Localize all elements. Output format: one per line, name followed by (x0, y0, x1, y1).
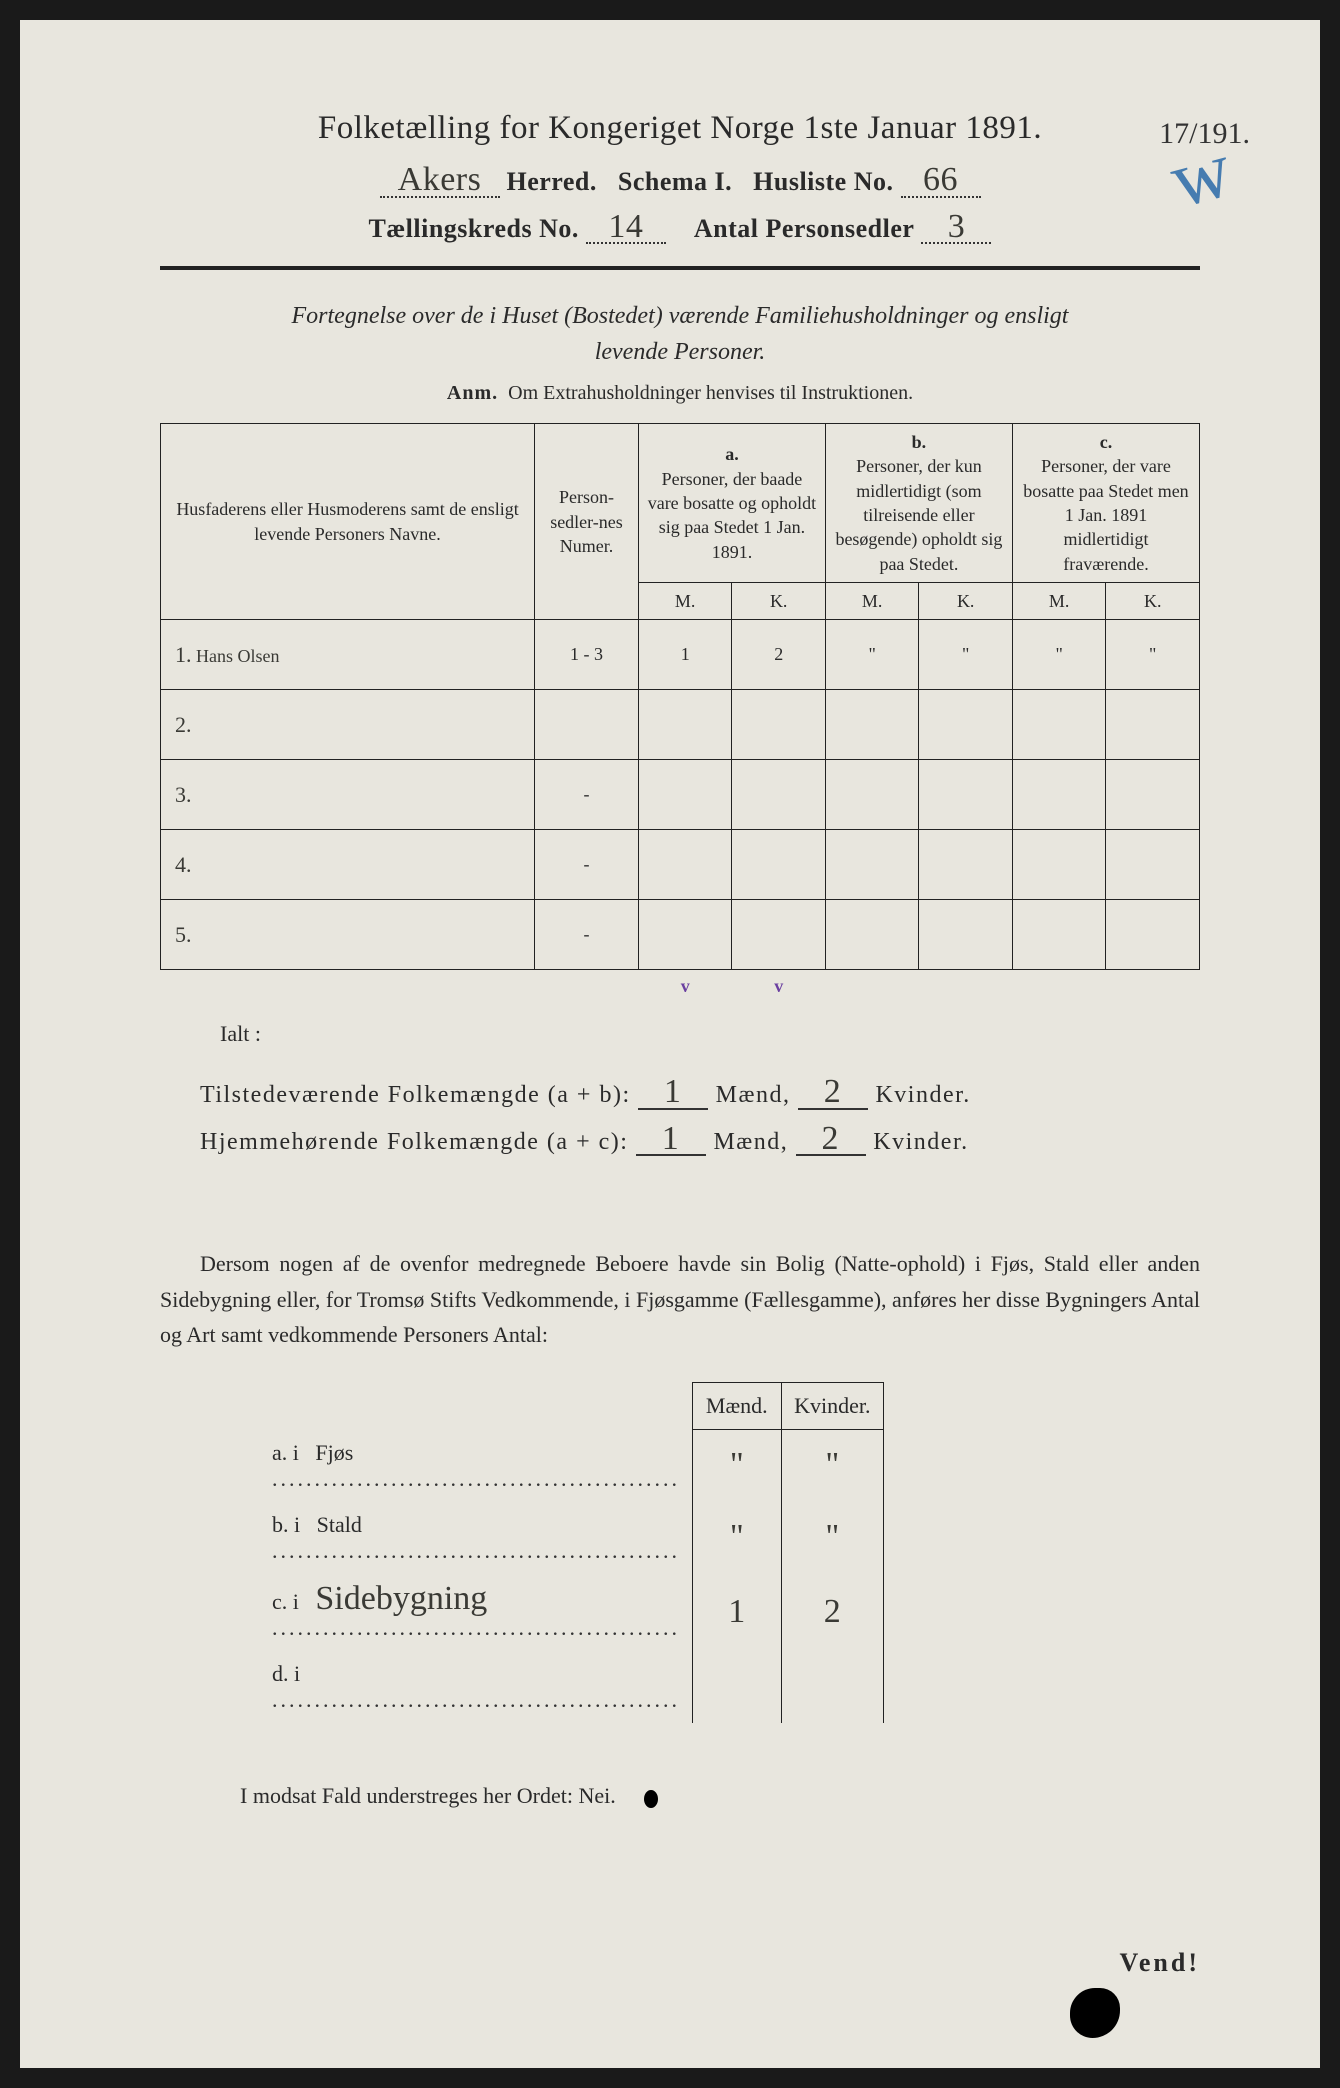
totals-2-m: 1 (636, 1124, 706, 1157)
small-head-k: Kvinder. (781, 1383, 883, 1430)
totals-maend-1: Mænd, (716, 1082, 791, 1108)
buildings-row: a. i Fjøs "" (260, 1430, 884, 1502)
buildings-row: c. i Sidebygning 12 (260, 1574, 884, 1651)
buildings-row: b. i Stald "" (260, 1502, 884, 1574)
b-k: K. (919, 582, 1013, 619)
anm-note: Anm. Om Extrahusholdninger henvises til … (160, 382, 1200, 405)
page-title: Folketælling for Kongeriget Norge 1ste J… (160, 110, 1200, 147)
totals-kvinder-2: Kvinder. (873, 1129, 968, 1155)
c-m: M. (1012, 582, 1106, 619)
footer-instruction: I modsat Fald understreges her Ordet: Ne… (240, 1783, 1200, 1809)
anm-label: Anm. (447, 382, 498, 404)
col-a-header: a. Personer, der baade vare bosatte og o… (638, 424, 825, 583)
totals-2-label: Hjemmehørende Folkemængde (a + c): (200, 1129, 628, 1155)
corner-fraction: 17/191. (1159, 120, 1250, 147)
herred-value: Akers (380, 165, 500, 198)
table-row: 4. - (161, 830, 1200, 900)
header-row-1: Akers Herred. Schema I. Husliste No. 66 (160, 165, 1200, 198)
subtitle-line1: Fortegnelse over de i Huset (Bostedet) v… (292, 303, 1069, 329)
anm-text: Om Extrahusholdninger henvises til Instr… (508, 382, 913, 404)
divider (160, 266, 1200, 270)
totals-maend-2: Mænd, (713, 1129, 788, 1155)
col-b-header: b. Personer, der kun midlertidigt (som t… (825, 424, 1012, 583)
totals-block: Tilstedeværende Folkemængde (a + b): 1 M… (200, 1077, 1200, 1156)
ink-dot (644, 1790, 658, 1808)
b-m: M. (825, 582, 919, 619)
ink-blot (1070, 1988, 1120, 2038)
subtitle: Fortegnelse over de i Huset (Bostedet) v… (160, 298, 1200, 370)
header-row-2: Tællingskreds No. 14 Antal Personsedler … (160, 212, 1200, 245)
husliste-value: 66 (901, 165, 981, 198)
totals-kvinder-1: Kvinder. (875, 1082, 970, 1108)
col-c-header: c. Personer, der vare bosatte paa Stedet… (1012, 424, 1199, 583)
table-row: 2. (161, 690, 1200, 760)
totals-line-2: Hjemmehørende Folkemængde (a + c): 1 Mæn… (200, 1124, 1200, 1157)
table-row: 3. - (161, 760, 1200, 830)
totals-1-label: Tilstedeværende Folkemængde (a + b): (200, 1082, 631, 1108)
totals-1-k: 2 (798, 1077, 868, 1110)
census-form-page: w 17/191. Folketælling for Kongeriget No… (20, 20, 1320, 2068)
subtitle-line2: levende Personer. (595, 339, 766, 365)
household-table: Husfaderens eller Husmoderens samt de en… (160, 423, 1200, 1003)
col-num-header: Person-sedler-nes Numer. (535, 424, 639, 620)
explanatory-paragraph: Dersom nogen af de ovenfor medregnede Be… (160, 1246, 1200, 1352)
antal-label: Antal Personsedler (694, 214, 915, 243)
herred-label: Herred. (507, 167, 597, 196)
schema-label: Schema I. (618, 167, 732, 196)
table-row: 1. Hans Olsen1 - 312"""" (161, 620, 1200, 690)
husliste-label: Husliste No. (753, 167, 893, 196)
vend-label: Vend! (1119, 1948, 1200, 1978)
buildings-table: Mænd. Kvinder. a. i Fjøs ""b. i Stald ""… (260, 1382, 884, 1723)
buildings-row: d. i (260, 1651, 884, 1723)
small-head-m: Mænd. (693, 1383, 782, 1430)
a-m: M. (638, 582, 732, 619)
ialt-label: Ialt : (220, 1021, 1200, 1047)
table-row: 5. - (161, 900, 1200, 970)
a-k: K. (732, 582, 826, 619)
totals-2-k: 2 (796, 1124, 866, 1157)
totals-line-1: Tilstedeværende Folkemængde (a + b): 1 M… (200, 1077, 1200, 1110)
kreds-label: Tællingskreds No. (369, 214, 579, 243)
antal-value: 3 (921, 212, 991, 245)
totals-1-m: 1 (638, 1077, 708, 1110)
c-k: K. (1106, 582, 1200, 619)
kreds-value: 14 (586, 212, 666, 245)
col-name-header: Husfaderens eller Husmoderens samt de en… (161, 424, 535, 620)
